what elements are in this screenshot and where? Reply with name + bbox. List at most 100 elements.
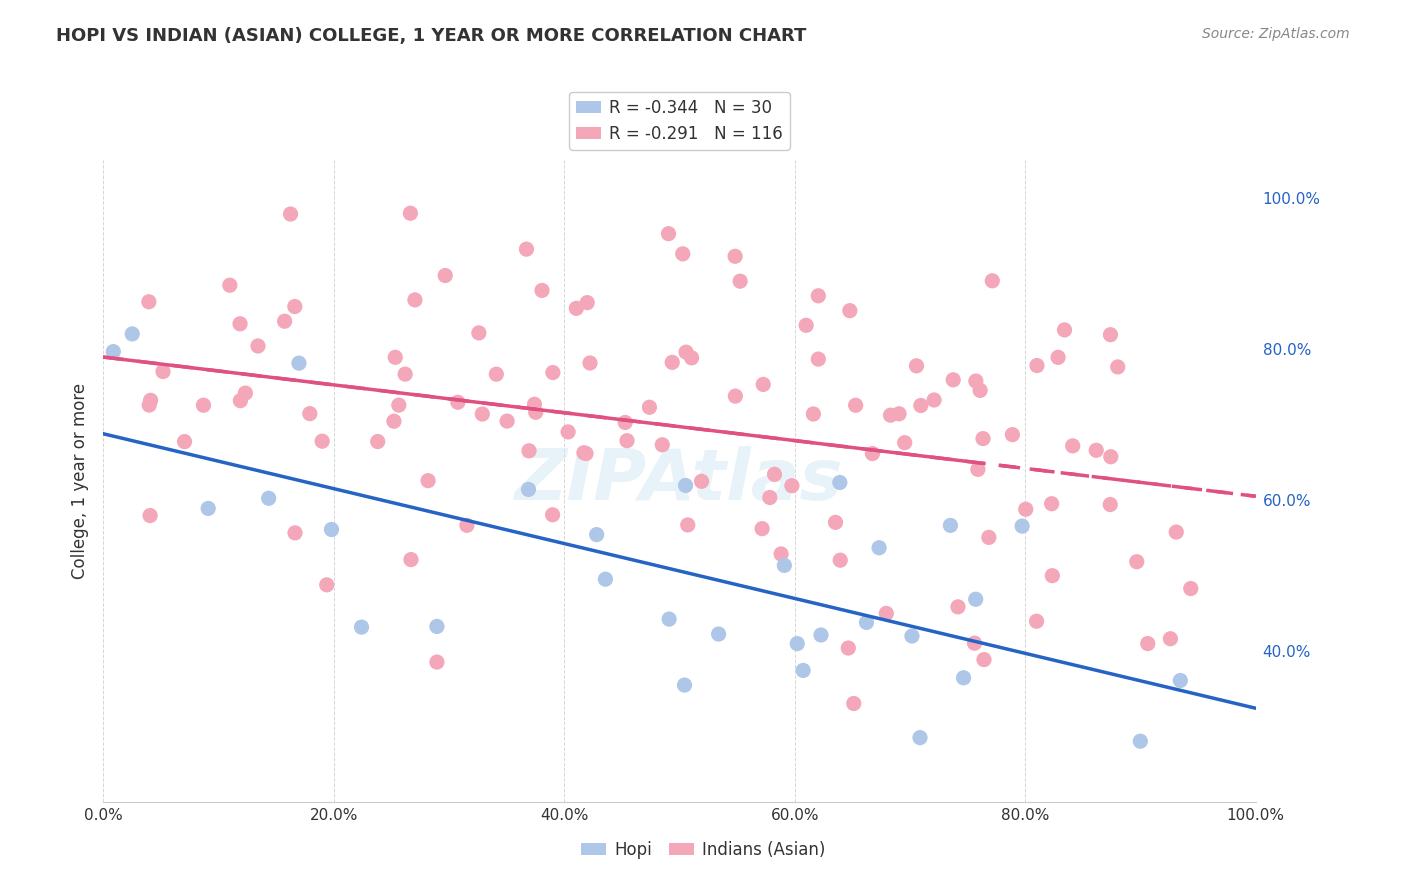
Point: [908, 731, 931, 745]
Point: [1085, 443, 1108, 458]
Point: [981, 274, 1004, 288]
Point: [382, 414, 405, 428]
Point: [404, 293, 426, 307]
Point: [1015, 502, 1038, 516]
Point: [572, 446, 595, 460]
Point: [965, 592, 987, 607]
Point: [794, 318, 817, 333]
Point: [456, 518, 478, 533]
Point: [681, 351, 703, 365]
Point: [969, 384, 991, 398]
Point: [759, 491, 782, 505]
Point: [939, 518, 962, 533]
Point: [173, 434, 195, 449]
Point: [946, 599, 969, 614]
Point: [973, 652, 995, 666]
Point: [121, 326, 143, 341]
Point: [752, 377, 775, 392]
Point: [1129, 734, 1152, 748]
Point: [724, 389, 747, 403]
Point: [893, 435, 915, 450]
Point: [284, 525, 307, 540]
Point: [246, 339, 269, 353]
Point: [707, 627, 730, 641]
Point: [579, 356, 602, 370]
Point: [557, 425, 579, 439]
Point: [468, 326, 491, 340]
Point: [447, 395, 470, 409]
Point: [614, 416, 637, 430]
Point: [763, 467, 786, 482]
Point: [515, 242, 537, 256]
Point: [807, 352, 830, 367]
Point: [910, 399, 932, 413]
Point: [1025, 614, 1047, 628]
Point: [485, 367, 508, 381]
Point: [426, 619, 449, 633]
Point: [139, 393, 162, 408]
Point: [792, 664, 814, 678]
Point: [585, 527, 607, 541]
Point: [229, 317, 252, 331]
Point: [786, 637, 808, 651]
Point: [965, 374, 987, 388]
Point: [922, 392, 945, 407]
Point: [575, 446, 598, 460]
Point: [152, 365, 174, 379]
Point: [967, 462, 990, 476]
Point: [651, 438, 673, 452]
Point: [1168, 673, 1191, 688]
Point: [280, 207, 302, 221]
Point: [138, 294, 160, 309]
Point: [1180, 582, 1202, 596]
Point: [842, 697, 865, 711]
Point: [801, 407, 824, 421]
Point: [1053, 323, 1076, 337]
Point: [658, 612, 681, 626]
Point: [780, 479, 803, 493]
Text: HOPI VS INDIAN (ASIAN) COLLEGE, 1 YEAR OR MORE CORRELATION CHART: HOPI VS INDIAN (ASIAN) COLLEGE, 1 YEAR O…: [56, 27, 807, 45]
Point: [384, 351, 406, 365]
Point: [138, 398, 160, 412]
Point: [690, 475, 713, 489]
Point: [235, 386, 257, 401]
Point: [218, 278, 240, 293]
Point: [1047, 351, 1070, 365]
Point: [942, 373, 965, 387]
Point: [1040, 497, 1063, 511]
Point: [399, 206, 422, 220]
Point: [311, 434, 333, 449]
Point: [810, 628, 832, 642]
Point: [595, 572, 617, 586]
Point: [1136, 636, 1159, 650]
Point: [541, 366, 564, 380]
Point: [855, 615, 877, 630]
Point: [616, 434, 638, 448]
Point: [673, 678, 696, 692]
Point: [273, 314, 295, 328]
Point: [657, 227, 679, 241]
Point: [887, 407, 910, 421]
Point: [860, 446, 883, 460]
Point: [350, 620, 373, 634]
Text: Source: ZipAtlas.com: Source: ZipAtlas.com: [1202, 27, 1350, 41]
Point: [905, 359, 928, 373]
Point: [676, 518, 699, 533]
Point: [531, 284, 554, 298]
Point: [675, 345, 697, 359]
Point: [103, 344, 125, 359]
Point: [675, 478, 697, 492]
Text: ZIPAtlas: ZIPAtlas: [515, 447, 844, 516]
Point: [1099, 450, 1122, 464]
Point: [426, 655, 449, 669]
Point: [524, 405, 547, 419]
Point: [139, 508, 162, 523]
Point: [284, 300, 307, 314]
Point: [845, 398, 868, 412]
Point: [838, 303, 860, 318]
Point: [1011, 519, 1033, 533]
Point: [523, 397, 546, 411]
Point: [952, 671, 974, 685]
Point: [517, 443, 540, 458]
Point: [875, 607, 897, 621]
